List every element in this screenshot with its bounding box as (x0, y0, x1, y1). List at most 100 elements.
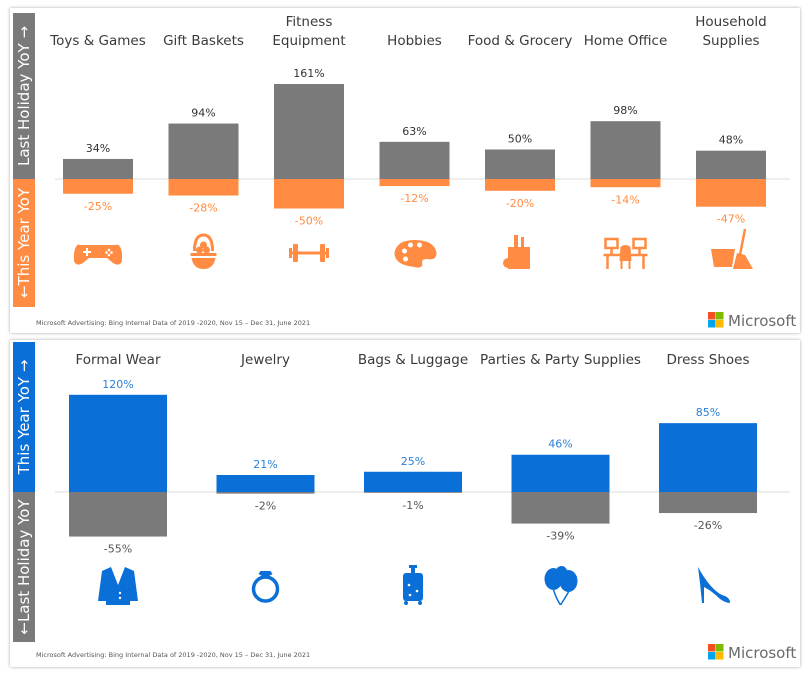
category-label: Equipment (272, 33, 345, 49)
strip-down (13, 179, 35, 307)
category-label: Household (695, 14, 766, 30)
category-label: Dress Shoes (666, 352, 749, 368)
category-group: Hobbies 63% -12% (379, 33, 450, 268)
category-label: Food & Grocery (468, 33, 573, 49)
bar-this-year (168, 179, 239, 196)
value-label: -1% (402, 499, 423, 512)
strip-down-label: ←This Year YoY (15, 187, 33, 298)
bar-last-holiday (63, 158, 133, 179)
value-label: 161% (293, 67, 324, 80)
category-group: Food & Grocery 50% -20% (468, 33, 573, 269)
category-group: Gift Baskets 94% -28% (163, 33, 244, 269)
bar-this-year (274, 179, 344, 209)
footnote: Microsoft Advertising: Bing Internal Dat… (36, 319, 310, 327)
bottom-chart: This Year YoY → ←Last Holiday YoY Formal W… (13, 342, 796, 662)
strip-up (13, 13, 35, 179)
bottom-chart-panel: This Year YoY → ←Last Holiday YoY Formal W… (10, 340, 800, 667)
strip-up-label: This Year YoY → (15, 360, 33, 476)
value-label: 85% (696, 406, 720, 419)
value-label: -12% (400, 192, 428, 205)
bar-this-year (69, 394, 167, 492)
bar-last-holiday (274, 84, 344, 179)
category-label: Bags & Luggage (358, 352, 468, 368)
bar-last-holiday (379, 141, 450, 179)
category-label: Formal Wear (75, 352, 160, 368)
microsoft-logo: Microsoft (708, 644, 796, 662)
bar-this-year (696, 179, 766, 207)
desk-icon (603, 237, 648, 269)
logo-square (708, 312, 716, 320)
logo-square (708, 320, 716, 328)
suit-jacket-icon (98, 567, 138, 605)
suitcase-icon (403, 565, 423, 605)
value-label: -26% (694, 519, 722, 532)
bar-last-holiday (168, 123, 239, 179)
footnote: Microsoft Advertising: Bing Internal Dat… (36, 651, 310, 659)
category-group: Dress Shoes 85% -26% (659, 352, 757, 603)
value-label: 46% (548, 438, 572, 451)
value-label: -28% (189, 202, 217, 215)
strip-down (13, 492, 35, 642)
value-label: -55% (104, 543, 132, 556)
strip-up (13, 342, 35, 492)
category-label: Fitness (286, 14, 333, 30)
value-label: 98% (613, 104, 637, 117)
bar-last-holiday (511, 492, 610, 524)
bar-this-year (63, 179, 133, 194)
value-label: -47% (717, 213, 745, 226)
bar-this-year (590, 179, 661, 188)
logo-text: Microsoft (728, 312, 796, 330)
category-group: Toys & Games 34% -25% (49, 33, 146, 265)
value-label: 25% (401, 455, 425, 468)
value-label: 48% (719, 134, 743, 147)
bar-last-holiday (69, 492, 167, 537)
bar-last-holiday (364, 492, 462, 493)
strip-up-label: Last Holiday YoY → (15, 26, 33, 166)
value-label: -2% (255, 500, 276, 513)
logo-square (708, 644, 716, 652)
category-label: Home Office (584, 33, 668, 49)
category-label: Hobbies (387, 33, 442, 49)
bucket-broom-icon (711, 228, 753, 269)
dumbbell-icon (289, 244, 329, 262)
balloons-icon (544, 566, 578, 606)
category-label: Supplies (702, 33, 759, 49)
paint-palette-icon (394, 240, 437, 268)
ring-icon (251, 571, 280, 603)
high-heel-icon (698, 567, 730, 603)
bar-last-holiday (485, 149, 555, 179)
logo-square (716, 320, 724, 328)
bar-last-holiday (590, 121, 661, 179)
bar-this-year (659, 423, 757, 492)
logo-text: Microsoft (728, 644, 796, 662)
logo-square (708, 652, 716, 660)
microsoft-logo: Microsoft (708, 312, 796, 330)
bar-this-year (379, 179, 450, 187)
top-chart-panel: Last Holiday YoY → ←This Year YoY Toys & G… (10, 8, 800, 333)
category-label: Jewelry (240, 352, 290, 368)
logo-square (716, 644, 724, 652)
bar-this-year (364, 471, 462, 492)
value-label: -20% (506, 197, 534, 210)
value-label: -14% (611, 193, 639, 206)
category-group: Fitness Equipment 161% -50% (272, 14, 346, 262)
category-group: Household Supplies 48% -47% (695, 14, 767, 269)
bar-this-year (511, 454, 610, 492)
value-label: 63% (402, 125, 426, 138)
category-group: Bags & Luggage 25% -1% (358, 352, 468, 605)
value-label: 34% (86, 142, 110, 155)
value-label: 94% (191, 107, 215, 120)
category-group: Parties & Party Supplies 46% -39% (480, 352, 641, 606)
value-label: 120% (102, 378, 133, 391)
basket-icon (190, 233, 217, 269)
category-label: Gift Baskets (163, 33, 244, 49)
game-controller-icon (74, 244, 122, 265)
strip-down-label: ←Last Holiday YoY (15, 499, 33, 635)
value-label: 21% (253, 458, 277, 471)
bar-last-holiday (216, 492, 315, 494)
bar-this-year (485, 179, 555, 191)
grocery-bag-icon (503, 235, 530, 269)
category-group: Jewelry 21% -2% (216, 352, 315, 603)
value-label: -50% (295, 215, 323, 228)
value-label: 50% (508, 133, 532, 146)
